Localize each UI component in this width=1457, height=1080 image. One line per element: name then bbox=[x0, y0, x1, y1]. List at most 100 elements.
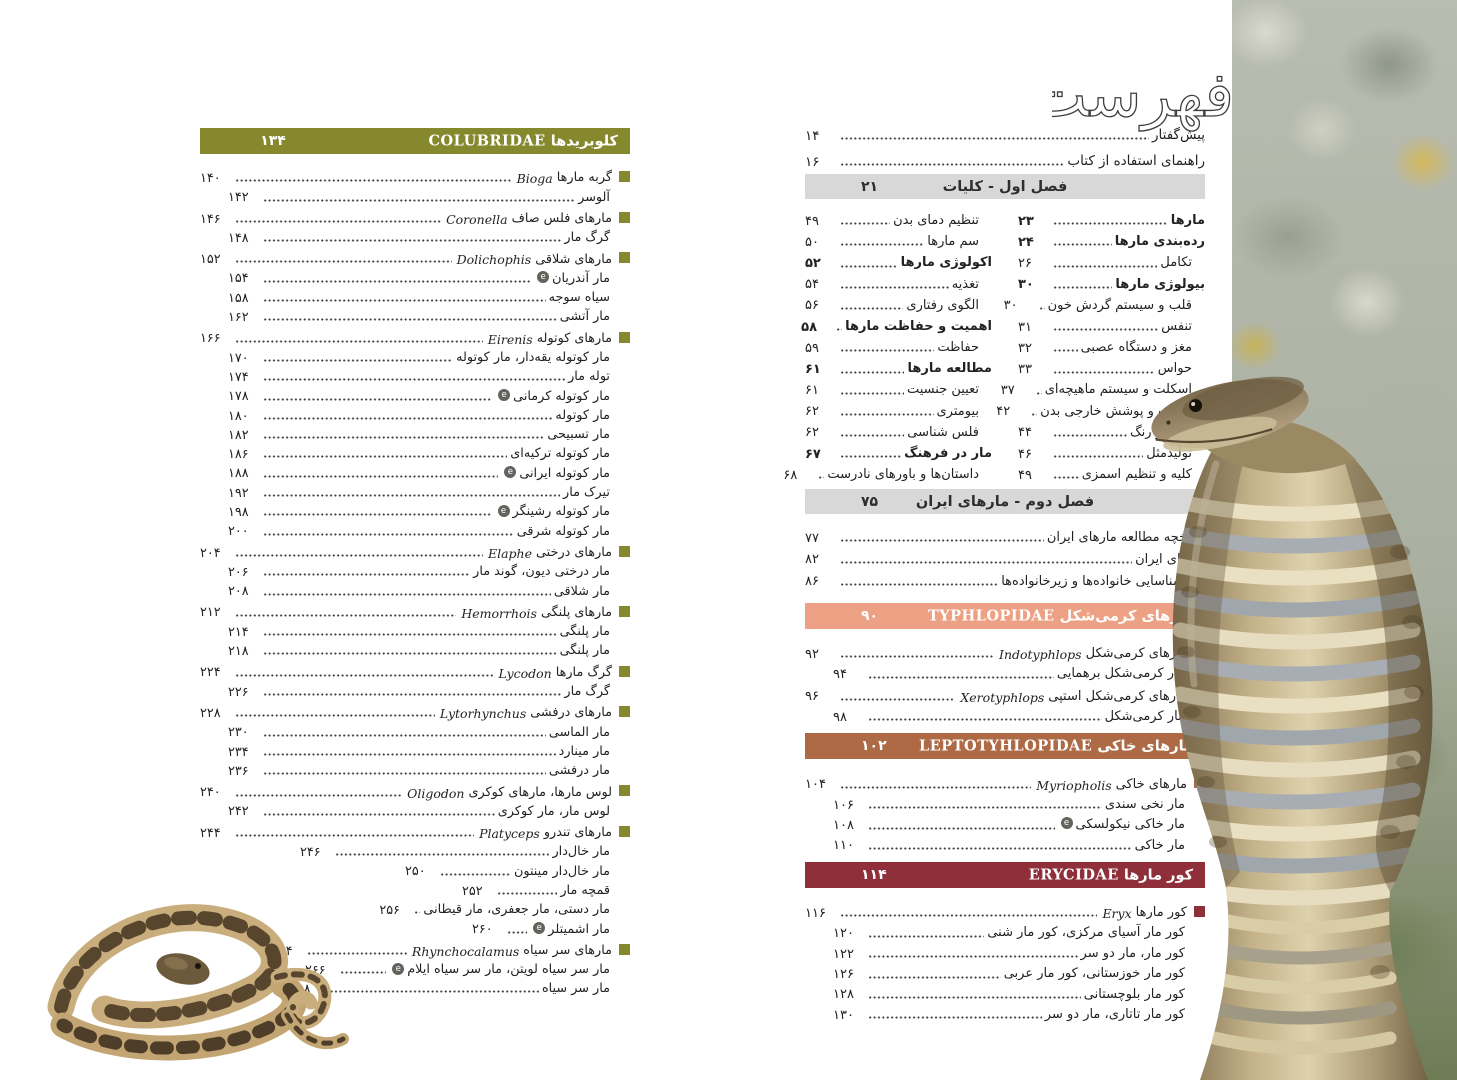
family-title-fa: مارهای خاکی bbox=[1097, 738, 1193, 755]
toc-entry: مار در فرهنگ ۶۷ bbox=[805, 441, 992, 463]
dot-leader bbox=[868, 833, 1132, 854]
entry-label: لوس مارها، مارهای کوکری bbox=[468, 784, 612, 800]
toc-entry: پوست و پوشش خارجی بدن ۴۲ bbox=[996, 398, 1205, 420]
viper-head bbox=[156, 953, 210, 985]
latin-name: Eryx bbox=[1102, 906, 1132, 922]
entry-label: توله مار bbox=[568, 369, 610, 385]
entry-label: مار خال‌دار bbox=[552, 844, 610, 860]
dot-leader bbox=[263, 286, 546, 307]
entry-page: ۱۴۶ bbox=[200, 211, 221, 227]
genus-bullet bbox=[619, 545, 630, 557]
entry-label: کور مارها bbox=[1135, 905, 1187, 921]
dot-leader bbox=[840, 441, 902, 463]
dot-leader bbox=[840, 271, 949, 293]
toc-entry: کور مار خوزستانی، کور مار عربی ۱۲۶ bbox=[833, 962, 1205, 983]
entry-page: ۲۶۰ bbox=[472, 922, 493, 938]
entry-label: کلیه و تنظیم اسمزی bbox=[1081, 467, 1192, 483]
dot-leader bbox=[840, 229, 925, 251]
toc-entry: تاریخچه مطالعه مارهای ایران ۷۷ bbox=[805, 524, 1205, 547]
front-matter-list: پیش‌گفتار ۱۴ راهنمای استفاده از کتاب ۱۶ bbox=[805, 116, 1205, 170]
dot-leader bbox=[840, 335, 935, 357]
family-title-latin: TYPHLOPIDAE bbox=[927, 607, 1055, 625]
toc-entry: مار خال‌دار ۲۴۶ bbox=[300, 841, 630, 861]
dot-leader bbox=[840, 356, 905, 378]
endemic-icon: e bbox=[504, 466, 517, 479]
entry-page: ۳۰ bbox=[1003, 298, 1018, 314]
toc-entry: مار کوتوله کرمانی e ۱۷۸ bbox=[228, 385, 630, 405]
entry-page: ۲۵۲ bbox=[462, 883, 483, 899]
chapter1-columns: مارها ۲۳ رده‌بندی مارها ۲۴ bbox=[783, 199, 1205, 485]
family-title-latin: LEPTOTYHLOPIDAE bbox=[919, 737, 1093, 755]
family-title-latin: ERYCIDAE bbox=[1028, 866, 1119, 884]
dot-leader bbox=[868, 1002, 1042, 1024]
entry-label: تغذیه bbox=[951, 276, 979, 292]
entry-label: تیرک مار bbox=[563, 485, 610, 501]
entry-label: حواس bbox=[1157, 361, 1192, 377]
entry-page: ۱۹۲ bbox=[228, 485, 249, 501]
toc-entry: قلب و سیستم گردش خون ۳۰ bbox=[1004, 292, 1205, 314]
entry-label: کور مار بلوچستانی bbox=[1083, 986, 1185, 1002]
chapter1-heading-bar: فصل اول - کلیات ۲۱ bbox=[805, 174, 1205, 199]
genus-bullet bbox=[619, 252, 630, 264]
toc-entry: راهنمای استفاده از کتاب ۱۶ bbox=[805, 144, 1205, 170]
entry-page: ۴۹ bbox=[805, 213, 819, 229]
entry-label: سم مارها bbox=[927, 234, 979, 250]
dot-leader bbox=[263, 481, 561, 502]
entry-label: مار کرمی‌شکل bbox=[1104, 709, 1185, 725]
entry-label: مار خاکی نیکولسکی bbox=[1075, 817, 1186, 833]
entry-label: مار در فرهنگ bbox=[904, 446, 992, 461]
entry-label: تکامل bbox=[1160, 255, 1192, 271]
latin-name: Dolichophis bbox=[456, 252, 532, 268]
erycidae-entry-list: کور مارها Eryx ۱۱۶ کور مار آسیای مرکزی، … bbox=[805, 888, 1205, 1031]
dot-leader bbox=[868, 962, 1001, 983]
dot-leader bbox=[263, 226, 562, 247]
toc-entry: لوس مار، مار کوکری ۲۴۲ bbox=[228, 800, 630, 820]
entry-page: ۲۰۶ bbox=[228, 564, 249, 580]
toc-right-column: پیش‌گفتار ۱۴ راهنمای استفاده از کتاب ۱۶ … bbox=[783, 116, 1205, 1031]
entry-label: مار اشمیتلر bbox=[548, 921, 610, 937]
entry-page: ۲۴۲ bbox=[228, 804, 249, 820]
entry-label: مطالعه مارها bbox=[907, 361, 992, 377]
dot-leader bbox=[840, 419, 905, 442]
dot-leader bbox=[1053, 250, 1158, 272]
dot-leader bbox=[263, 680, 562, 701]
entry-page: ۲۳۰ bbox=[228, 725, 249, 741]
family-page-number: ۱۱۴ bbox=[861, 866, 887, 883]
entry-page: ۱۸۰ bbox=[228, 408, 249, 424]
toc-entry: داستان‌ها و باورهای نادرست ۶۸ bbox=[783, 462, 992, 484]
entry-page: ۲۵۶ bbox=[379, 902, 401, 918]
toc-entry: کور مار تاتاری، مار دو سر ۱۳۰ bbox=[833, 1002, 1205, 1024]
dot-leader bbox=[1053, 441, 1144, 463]
dot-leader bbox=[868, 705, 1102, 726]
toc-entry: مار پلنگی ۲۱۴ bbox=[228, 620, 630, 641]
dot-leader bbox=[1053, 313, 1159, 336]
chapter1-page-number: ۲۱ bbox=[861, 178, 879, 195]
dot-leader bbox=[263, 385, 493, 405]
dot-leader bbox=[235, 167, 512, 187]
genus-bullet bbox=[1194, 905, 1205, 917]
dot-leader bbox=[840, 546, 1133, 569]
entry-page: ۱۸۶ bbox=[228, 447, 249, 463]
entry-label: مار کرمی‌شکل برهمایی bbox=[1056, 666, 1185, 682]
toc-entry: گرگ مارها Lycodon ۲۲۴ bbox=[200, 661, 630, 681]
latin-name: Indotyphlops bbox=[999, 647, 1082, 663]
family-bar-colubridae: کلوبریدها COLUBRIDAE ۱۳۴ bbox=[200, 128, 630, 154]
entry-page: ۴۴ bbox=[1018, 425, 1032, 441]
entry-page: ۲۳ bbox=[1018, 213, 1034, 229]
family-page-number: ۱۰۲ bbox=[861, 738, 887, 755]
leptotyphlopidae-entry-list: مارهای خاکی Myriopholis ۱۰۴ مار نخی سندی… bbox=[805, 759, 1205, 862]
entry-label: مار کوتوله یقه‌دار، مار کوتوله bbox=[456, 349, 610, 365]
entry-label: حفاظت bbox=[937, 340, 979, 356]
chapter2-title: فصل دوم - مارهای ایران bbox=[915, 493, 1095, 510]
entry-page: ۱۲۶ bbox=[833, 966, 854, 982]
toc-entry: گرگ مار ۱۴۸ bbox=[228, 226, 630, 247]
toc-entry: بیومتری ۶۲ bbox=[805, 398, 992, 420]
entry-page: ۱۹۸ bbox=[228, 505, 249, 520]
toc-entry: مار شلاقی ۲۰۸ bbox=[228, 580, 630, 600]
toc-entry: مارهای پلنگی Hemorrhois ۲۱۲ bbox=[200, 601, 630, 621]
toc-entry: مار خال‌دار مینتون ۲۵۰ bbox=[405, 860, 630, 880]
entry-page: ۱۵۸ bbox=[228, 290, 249, 306]
dot-leader bbox=[235, 821, 475, 842]
dot-leader bbox=[263, 800, 495, 820]
latin-name: Rhynchocalamus bbox=[411, 943, 520, 959]
